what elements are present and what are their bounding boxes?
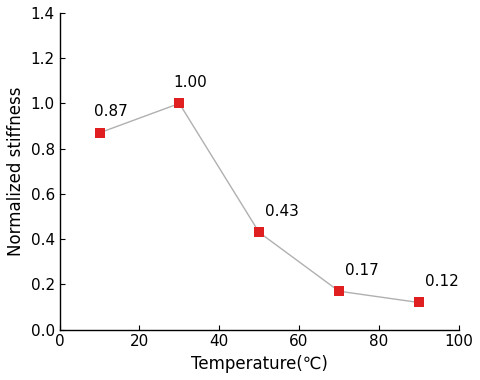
Text: 0.12: 0.12: [425, 274, 458, 289]
Point: [335, 288, 343, 294]
Point: [176, 100, 183, 106]
Point: [255, 229, 263, 235]
Text: 0.17: 0.17: [345, 263, 379, 278]
Y-axis label: Normalized stiffness: Normalized stiffness: [7, 87, 25, 256]
Text: 0.87: 0.87: [94, 104, 127, 119]
Point: [96, 130, 103, 136]
Point: [415, 299, 422, 306]
X-axis label: Temperature(℃): Temperature(℃): [191, 355, 327, 373]
Text: 0.43: 0.43: [265, 204, 299, 219]
Text: 1.00: 1.00: [173, 75, 207, 90]
